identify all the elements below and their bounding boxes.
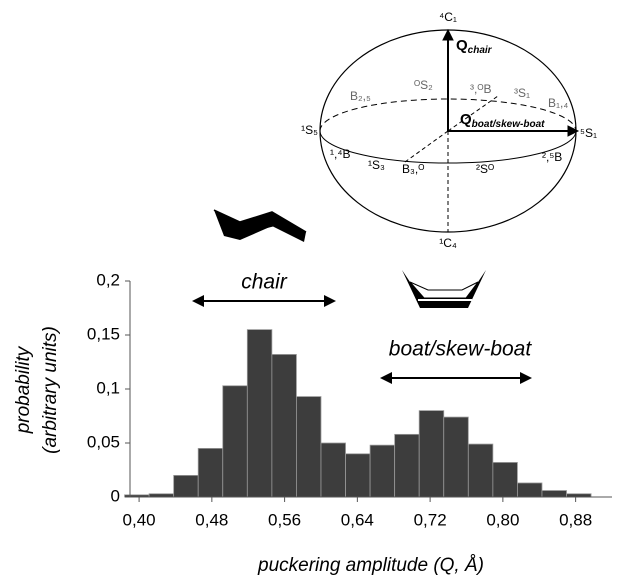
y-axis-label: (arbitrary units) — [40, 326, 61, 454]
x-tick-label: 0,72 — [414, 510, 447, 529]
bar — [369, 444, 396, 498]
y-tick-label: 0 — [111, 486, 120, 505]
q-boat-label: Qboat/skew-boat — [460, 111, 545, 130]
y-tick-label: 0,15 — [87, 324, 120, 343]
q-sub: boat/skew-boat — [472, 119, 545, 130]
conformer-label: ⁵S₁ — [580, 126, 597, 140]
y-tick-label: 0,2 — [96, 270, 120, 289]
conformer-label: ³S₁ — [514, 86, 530, 100]
x-tick-label: 0,56 — [268, 510, 301, 529]
axis-diag — [404, 130, 449, 163]
pole-label: ⁴C₁ — [439, 10, 457, 24]
bar — [296, 396, 322, 498]
axis-diag — [447, 95, 499, 132]
boat-molecule — [402, 270, 486, 308]
conformer-label: ¹S₃ — [368, 158, 385, 172]
equator-back — [319, 98, 577, 132]
bar — [173, 474, 199, 498]
conformer-label: B₁,₄ — [548, 96, 568, 110]
q-symbol: Q — [456, 37, 468, 54]
bar — [418, 410, 445, 498]
bar — [271, 354, 297, 498]
conformer-label: ¹,⁴B — [330, 147, 351, 161]
conformer-label: ²Sᴼ — [476, 162, 494, 176]
conformer-label: B₂,₅ — [350, 89, 371, 103]
x-tick-label: 0,48 — [195, 510, 228, 529]
bar — [394, 433, 420, 498]
q-chair-label: Qchair — [456, 37, 493, 56]
bar — [467, 443, 494, 498]
x-axis-label: puckering amplitude (Q, Å) — [257, 555, 484, 576]
arrow-head — [520, 372, 532, 384]
arrow-head — [442, 28, 454, 41]
x-tick-label: 0,80 — [486, 510, 519, 529]
annotation: chair — [241, 271, 288, 294]
x-tick-label: 0,40 — [123, 510, 156, 529]
conformer-label: ³,ᴼB — [470, 82, 491, 96]
bar — [246, 329, 273, 498]
arrow-head — [192, 295, 204, 307]
puckering-diagram — [319, 28, 580, 233]
bar — [492, 462, 518, 498]
bar — [517, 482, 543, 498]
bar — [345, 453, 371, 498]
conformer-label: B₃,ᴼ — [402, 162, 424, 176]
bar — [320, 442, 346, 498]
bar — [541, 490, 567, 498]
conformer-label: ²,⁵B — [542, 150, 562, 164]
bar — [443, 416, 469, 498]
chair-molecule — [213, 209, 307, 242]
arrow-head — [567, 125, 580, 137]
annotation: boat/skew-boat — [389, 338, 533, 361]
bar — [197, 447, 224, 498]
y-axis-label: probability — [13, 345, 34, 434]
q-symbol: Q — [460, 111, 472, 128]
conformer-label: ¹S₅ — [301, 123, 318, 137]
q-sub: chair — [468, 45, 493, 56]
pole-label: ¹C₄ — [439, 236, 457, 250]
conformer-label: ᴼS₂ — [414, 78, 433, 92]
y-tick-label: 0,05 — [87, 432, 120, 451]
bar — [222, 385, 248, 498]
x-tick-label: 0,64 — [341, 510, 374, 529]
x-tick-label: 0,88 — [559, 510, 592, 529]
arrow-head — [324, 295, 336, 307]
arrow-head — [380, 372, 392, 384]
y-tick-label: 0,1 — [96, 378, 120, 397]
